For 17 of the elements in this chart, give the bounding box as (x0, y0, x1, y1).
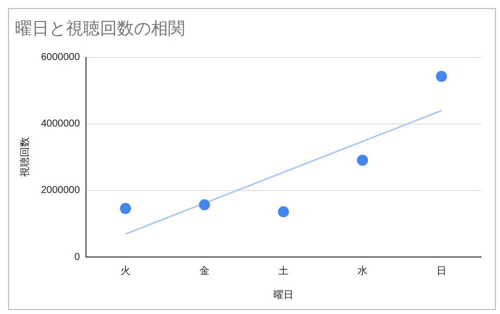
x-axis-title: 曜日 (273, 288, 294, 301)
x-tick-label: 火 (120, 264, 130, 277)
point (436, 70, 447, 82)
y-tick-label: 2000000 (40, 185, 80, 196)
x-tick-label: 土 (278, 264, 288, 277)
y-tick-label: 6000000 (40, 52, 80, 64)
y-tick-label: 0 (74, 252, 80, 263)
y-axis-title: 視聴回数 (18, 137, 31, 178)
point (198, 199, 210, 210)
x-tick-label: 日 (436, 266, 446, 277)
chart-title: 曜日と視聴回数の相関 (15, 18, 185, 38)
x-tick-label: 金 (199, 264, 210, 277)
x-tick-label: 水 (357, 264, 368, 277)
y-tick-label: 4000000 (40, 118, 80, 130)
point (356, 154, 368, 166)
point (120, 202, 131, 214)
point (278, 206, 289, 218)
